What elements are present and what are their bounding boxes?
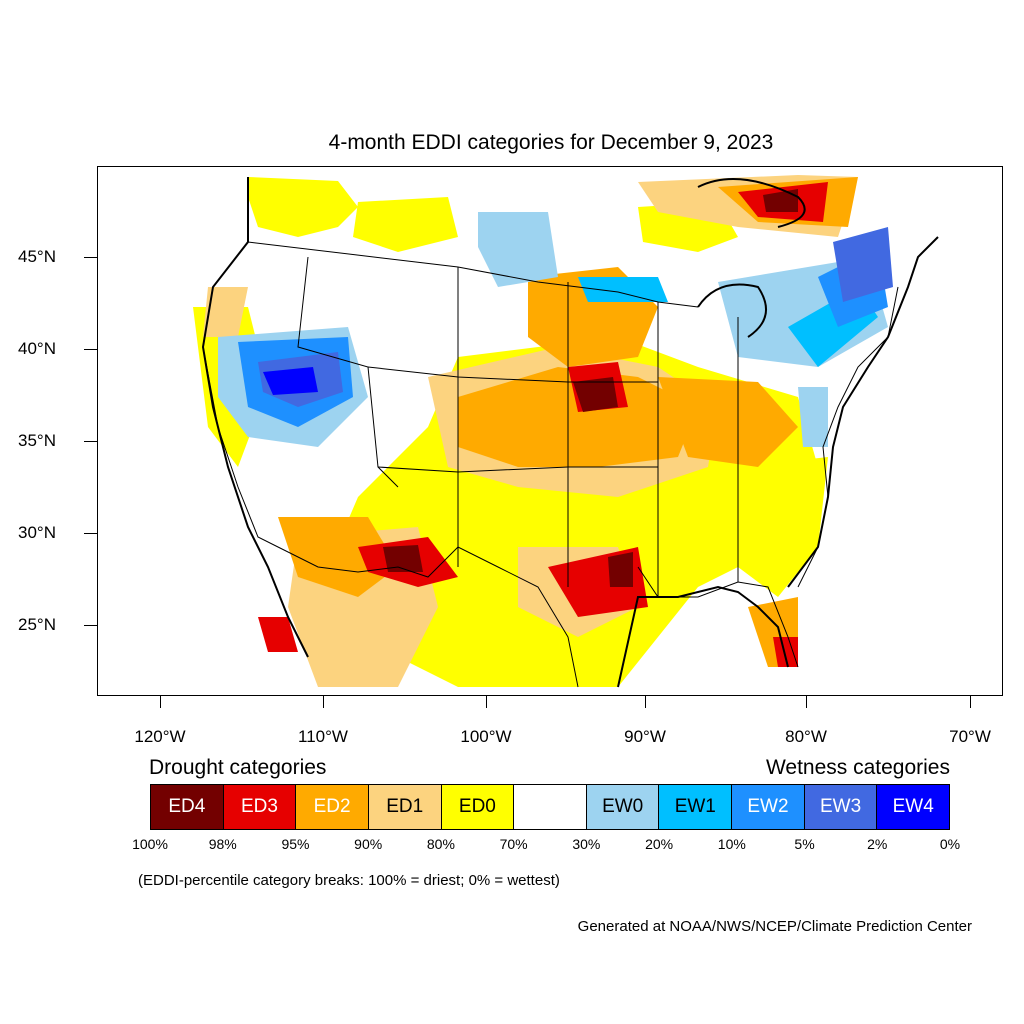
category-note: (EDDI-percentile category breaks: 100% =… (138, 872, 560, 889)
percentile-break-label: 80% (426, 836, 455, 852)
ew4-regions (263, 367, 318, 395)
percentile-break-label: 98% (208, 836, 237, 852)
credit-line: Generated at NOAA/NWS/NCEP/Climate Predi… (577, 918, 972, 935)
legend-box-normal (514, 785, 587, 829)
legend-box-ed1: ED1 (368, 785, 442, 829)
legend-box-ew2: EW2 (732, 785, 805, 829)
percentile-break-label: 30% (572, 836, 601, 852)
lon-tick (806, 696, 807, 708)
legend-box-ed4: ED4 (151, 785, 224, 829)
lon-tick (486, 696, 487, 708)
lat-tick (84, 257, 97, 258)
percentile-break-label: 0% (939, 836, 961, 852)
drought-heading: Drought categories (149, 756, 327, 779)
legend-box-ew1: EW1 (659, 785, 733, 829)
map-frame (97, 166, 1003, 696)
percentile-break-label: 10% (717, 836, 746, 852)
lat-tick (84, 625, 97, 626)
ed4-regions (383, 189, 798, 587)
political-boundaries (202, 241, 899, 688)
lat-label-25: 25°N (18, 615, 56, 634)
lat-tick (84, 349, 97, 350)
lon-label-110w: 110°W (298, 727, 348, 746)
legend-box-ew0: EW0 (586, 785, 660, 829)
percentile-break-label: 20% (645, 836, 674, 852)
category-legend: ED4 ED3 ED2 ED1 ED0 EW0 EW1 EW2 EW3 EW4 (150, 784, 950, 830)
lon-tick (160, 696, 161, 708)
legend-box-ed2: ED2 (296, 785, 369, 829)
coastlines (201, 177, 939, 688)
lon-label-100w: 100°W (460, 727, 512, 746)
percentile-break-label: 2% (867, 836, 888, 852)
lon-tick (645, 696, 646, 708)
lon-label-80w: 80°W (785, 727, 827, 746)
lon-label-70w: 70°W (949, 727, 991, 746)
percentile-break-label: 100% (132, 836, 168, 852)
wetness-heading: Wetness categories (765, 756, 950, 779)
percentile-break-label: 5% (794, 836, 815, 852)
lon-tick (323, 696, 324, 708)
legend-box-ed3: ED3 (223, 785, 297, 829)
lat-label-45: 45°N (18, 247, 56, 266)
lat-tick (84, 441, 97, 442)
percentile-break-label: 95% (281, 836, 310, 852)
lat-label-35: 35°N (18, 431, 56, 450)
legend-box-ed0: ED0 (441, 785, 515, 829)
lon-tick (970, 696, 971, 708)
percentile-break-label: 70% (499, 836, 528, 852)
legend-box-ew3: EW3 (804, 785, 878, 829)
legend-box-ew4: EW4 (877, 785, 950, 829)
percentile-break-label: 90% (354, 836, 383, 852)
lat-label-30: 30°N (18, 523, 56, 542)
map-title: 4-month EDDI categories for December 9, … (328, 131, 774, 154)
lat-tick (84, 533, 97, 534)
eddi-map (193, 175, 939, 688)
lon-label-90w: 90°W (624, 727, 666, 746)
lon-label-120w: 120°W (134, 727, 186, 746)
lat-label-40: 40°N (18, 339, 56, 358)
